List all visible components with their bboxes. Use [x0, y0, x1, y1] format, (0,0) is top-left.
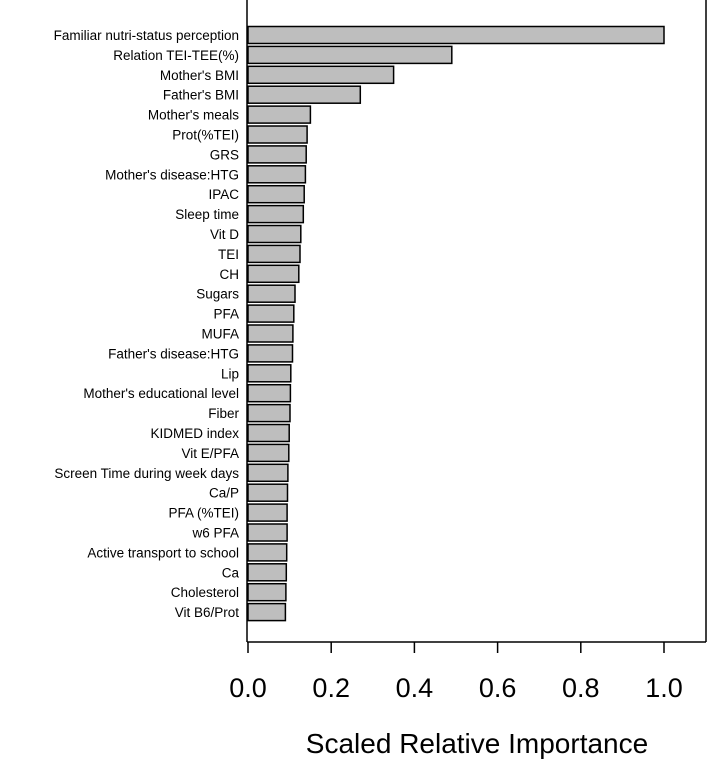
x-tick-label: 1.0 — [645, 673, 683, 703]
category-label: Ca/P — [209, 486, 239, 501]
bar — [247, 344, 294, 363]
x-tick-label: 0.4 — [396, 673, 434, 703]
bar — [247, 443, 290, 463]
category-label: GRS — [210, 147, 239, 162]
category-label: Prot(%TEI) — [172, 128, 239, 143]
bar — [247, 602, 287, 622]
bar — [247, 463, 289, 483]
category-label: MUFA — [201, 327, 239, 342]
x-tick-label: 0.0 — [229, 673, 267, 703]
bar — [247, 582, 287, 602]
category-label: KIDMED index — [150, 426, 239, 441]
bar — [247, 244, 301, 264]
category-label: Mother's BMI — [160, 68, 239, 83]
bar — [247, 165, 307, 184]
category-label: Sleep time — [175, 207, 239, 222]
category-label: Ca — [222, 565, 240, 580]
category-label: Screen Time during week days — [54, 466, 239, 481]
category-label: Relation TEI-TEE(%) — [113, 48, 239, 63]
bar — [247, 324, 294, 343]
bar — [247, 145, 307, 164]
bar — [247, 224, 302, 244]
bar — [247, 543, 288, 562]
bar — [247, 204, 305, 224]
category-label: Vit E/PFA — [181, 446, 239, 461]
category-label: Sugars — [196, 287, 239, 302]
category-label: Mother's meals — [148, 108, 239, 123]
category-label: Mother's disease:HTG — [105, 167, 239, 182]
category-label: Vit B6/Prot — [175, 605, 240, 620]
bar — [247, 503, 288, 522]
x-axis: 0.0 0.2 0.4 0.6 0.8 1.0 — [229, 642, 683, 703]
bar — [247, 483, 289, 502]
category-label: Mother's educational level — [83, 386, 239, 401]
x-tick-label: 0.8 — [562, 673, 600, 703]
bar — [247, 125, 308, 144]
category-label: Vit D — [210, 227, 239, 242]
bar — [247, 563, 288, 582]
bar — [247, 403, 291, 423]
category-labels: Familiar nutri-status perception Relation… — [54, 28, 240, 620]
bar — [247, 383, 292, 403]
category-label: Active transport to school — [87, 545, 239, 560]
bar — [247, 184, 305, 204]
category-label: w6 PFA — [191, 526, 239, 541]
bars-group — [247, 25, 665, 622]
category-label: Father's disease:HTG — [108, 346, 239, 361]
bar — [247, 304, 295, 323]
category-label: IPAC — [208, 187, 239, 202]
bar — [247, 65, 395, 85]
bar — [247, 25, 665, 45]
category-label: Familiar nutri-status perception — [54, 28, 239, 43]
category-label: PFA (%TEI) — [168, 506, 239, 521]
x-axis-title: Scaled Relative Importance — [306, 728, 648, 759]
category-label: PFA — [213, 307, 239, 322]
bar — [247, 523, 288, 542]
category-label: Father's BMI — [163, 88, 239, 103]
bar — [247, 284, 296, 303]
category-label: CH — [220, 267, 240, 282]
category-label: Lip — [221, 366, 239, 381]
bar — [247, 45, 453, 65]
x-tick-label: 0.6 — [479, 673, 517, 703]
bar — [247, 85, 362, 104]
bar — [247, 105, 312, 124]
x-tick-label: 0.2 — [312, 673, 350, 703]
bar — [247, 364, 292, 383]
bar — [247, 423, 290, 443]
category-label: Cholesterol — [171, 585, 239, 600]
category-label: Fiber — [208, 406, 239, 421]
bar — [247, 264, 300, 284]
category-label: TEI — [218, 247, 239, 262]
